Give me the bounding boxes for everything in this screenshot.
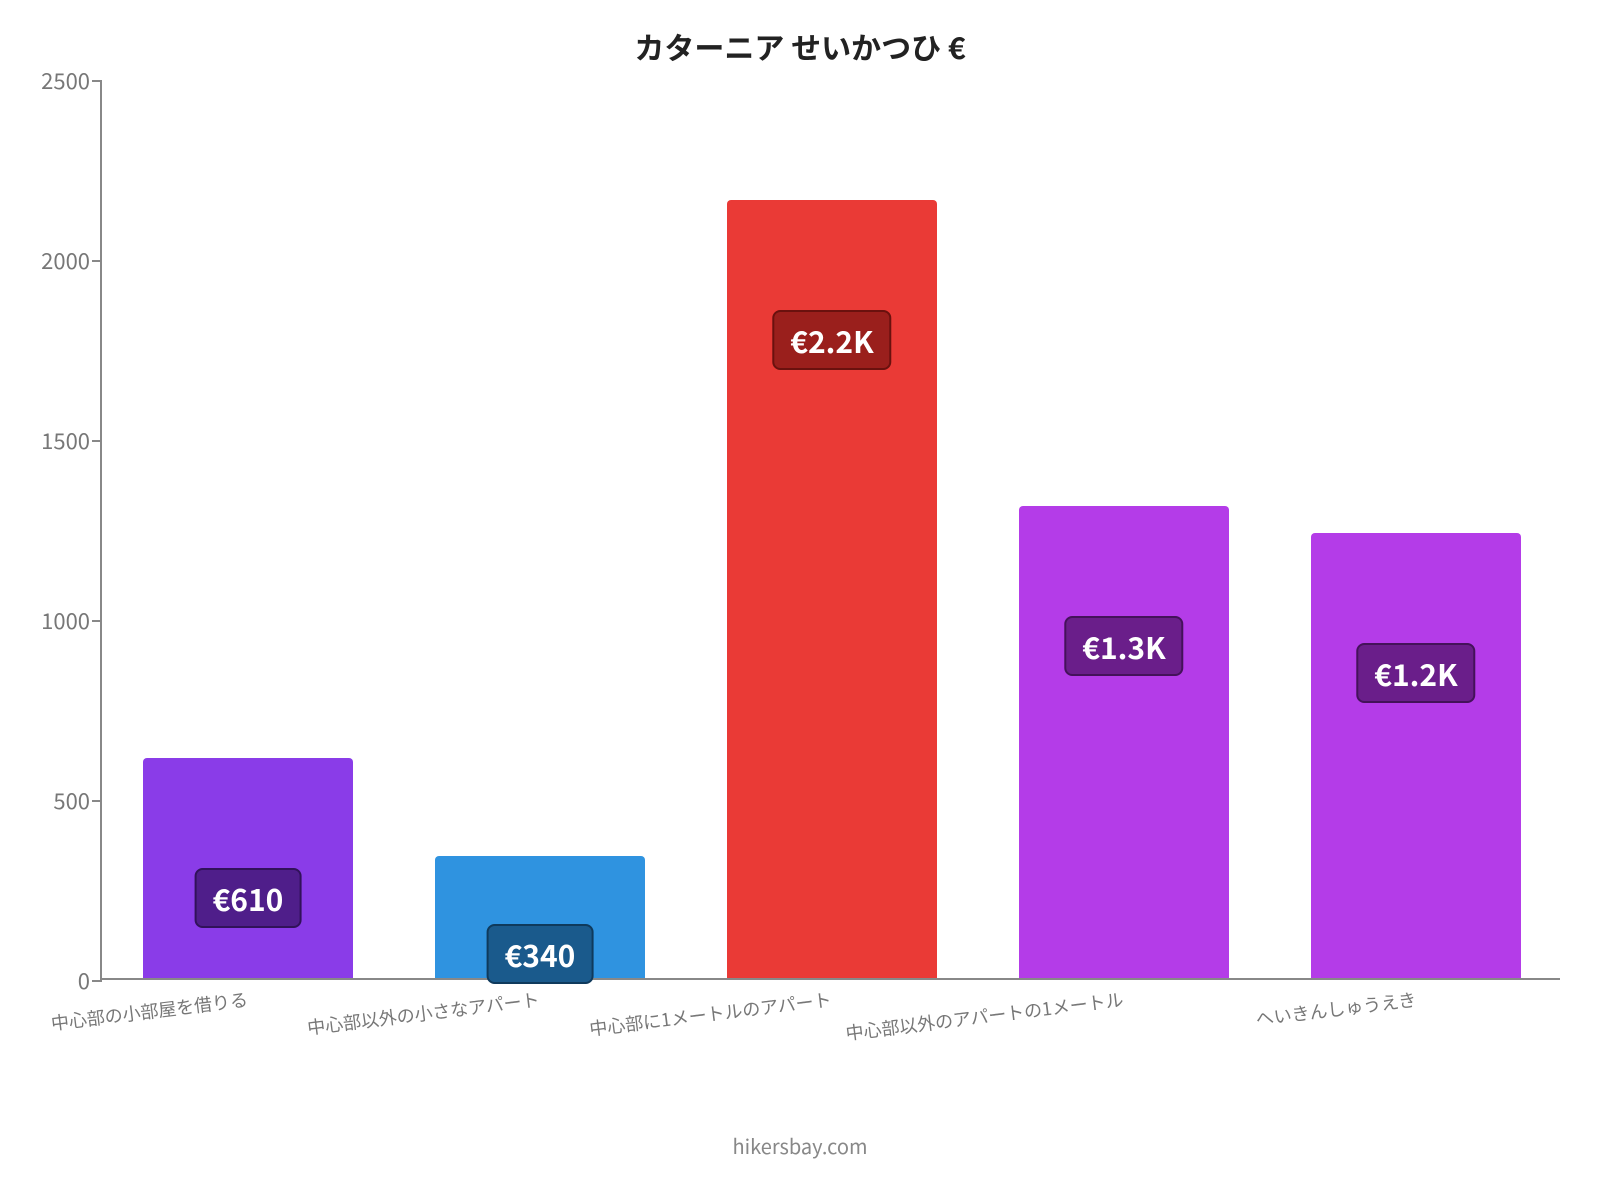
y-tick-label: 1000 <box>41 604 102 636</box>
value-badge: €1.2K <box>1356 643 1475 703</box>
bar: €340 <box>435 856 645 978</box>
value-badge: €2.2K <box>772 310 891 370</box>
bar: €1.3K <box>1019 506 1229 978</box>
bar: €2.2K <box>727 200 937 978</box>
chart-footer: hikersbay.com <box>0 1131 1600 1160</box>
plot-area: 05001000150020002500€610中心部の小部屋を借りる€340中… <box>100 80 1560 980</box>
x-tick-label: へいきんしゅうえき <box>1254 986 1417 1031</box>
value-badge: €340 <box>487 924 594 984</box>
chart-container: カターニア せいかつひ € 05001000150020002500€610中心… <box>0 0 1600 1200</box>
x-tick-label: 中心部以外の小さなアパート <box>306 986 541 1040</box>
y-tick-label: 0 <box>78 964 102 996</box>
y-tick-label: 1500 <box>41 424 102 456</box>
value-badge: €1.3K <box>1064 616 1183 676</box>
x-tick-label: 中心部に1メートルのアパート <box>588 986 833 1041</box>
chart-title: カターニア せいかつひ € <box>0 24 1600 68</box>
bar: €1.2K <box>1311 533 1521 978</box>
x-tick-label: 中心部以外のアパートの1メートル <box>844 986 1125 1046</box>
bar: €610 <box>143 758 353 978</box>
y-tick-label: 2000 <box>41 244 102 276</box>
value-badge: €610 <box>195 868 302 928</box>
y-tick-label: 500 <box>53 784 102 816</box>
y-tick-label: 2500 <box>41 64 102 96</box>
